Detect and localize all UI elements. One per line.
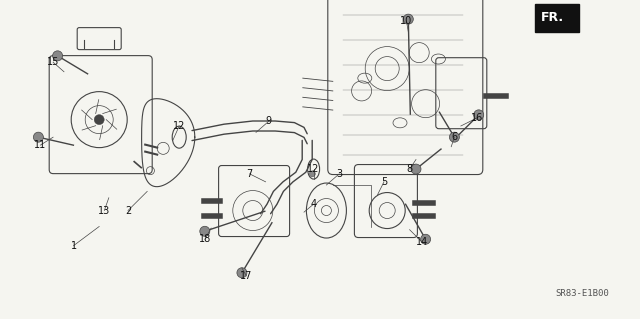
Circle shape <box>474 110 484 120</box>
Text: 9: 9 <box>266 116 272 126</box>
Text: 15: 15 <box>47 57 60 67</box>
Circle shape <box>200 226 210 236</box>
Text: 14: 14 <box>416 237 429 248</box>
Circle shape <box>403 14 413 24</box>
Circle shape <box>411 164 421 174</box>
Text: 17: 17 <box>240 271 253 281</box>
Text: SR83-E1B00: SR83-E1B00 <box>556 289 609 298</box>
Text: 5: 5 <box>381 177 387 187</box>
Text: 4: 4 <box>310 199 317 209</box>
Text: 1: 1 <box>70 241 77 251</box>
Text: 13: 13 <box>98 205 111 216</box>
Text: 12: 12 <box>173 121 186 131</box>
Text: 18: 18 <box>198 234 211 244</box>
Text: 6: 6 <box>451 132 458 142</box>
Text: FR.: FR. <box>541 11 564 25</box>
Circle shape <box>237 268 247 278</box>
Circle shape <box>33 132 44 142</box>
Circle shape <box>309 171 316 177</box>
Circle shape <box>420 234 431 244</box>
Text: 2: 2 <box>125 205 131 216</box>
Circle shape <box>52 51 63 61</box>
Text: 7: 7 <box>246 169 253 179</box>
Text: 10: 10 <box>400 16 413 26</box>
Text: 12: 12 <box>307 164 320 174</box>
Text: 8: 8 <box>406 164 413 174</box>
Circle shape <box>94 115 104 125</box>
Circle shape <box>449 132 460 142</box>
Text: 16: 16 <box>470 113 483 123</box>
Text: 3: 3 <box>336 169 342 179</box>
Text: 11: 11 <box>34 140 47 150</box>
FancyBboxPatch shape <box>535 4 579 32</box>
